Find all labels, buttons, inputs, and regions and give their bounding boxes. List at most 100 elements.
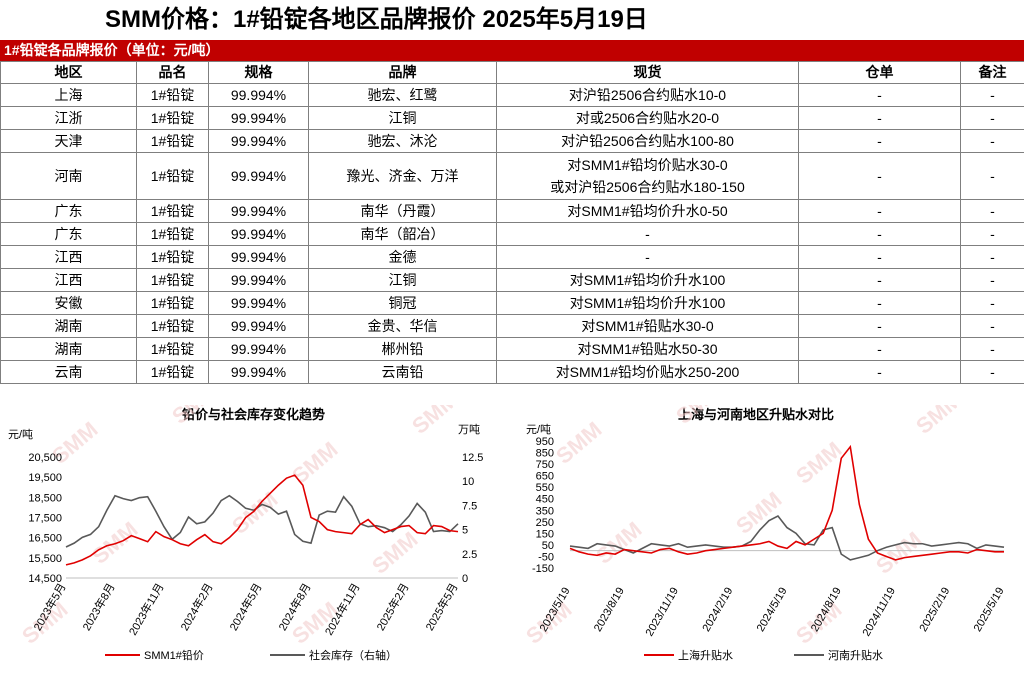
table-cell: - bbox=[960, 337, 1024, 361]
table-row: 湖南 1#铅锭 99.994% 金贵、华信 对SMM1#铅贴水30-0- - bbox=[0, 314, 1024, 338]
y-axis-label: 元/吨 bbox=[526, 423, 551, 436]
table-cell: - bbox=[798, 106, 961, 130]
table-cell: 对SMM1#铅均价升水100 bbox=[496, 291, 799, 315]
column-header: 仓单 bbox=[798, 61, 961, 84]
y-tick-label: 450 bbox=[536, 494, 554, 506]
table-cell: 湖南 bbox=[0, 337, 137, 361]
table-cell: 对SMM1#铅均价贴水250-200 bbox=[496, 360, 799, 384]
table-row: 河南 1#铅锭 99.994% 豫光、济金、万洋 对SMM1#铅均价贴水30-0 或对沪铅… bbox=[0, 152, 1024, 200]
table-cell: - bbox=[798, 222, 961, 246]
x-tick-label: 2023/11/19 bbox=[644, 586, 682, 639]
y-tick-label: 17,500 bbox=[28, 513, 62, 525]
x-tick-label: 2024/5/19 bbox=[755, 586, 790, 634]
section-title: 1#铅锭各品牌报价（单位：元/吨） bbox=[0, 40, 1024, 61]
table-cell: 云南 bbox=[0, 360, 137, 384]
x-tick-label: 2023年11月 bbox=[126, 581, 167, 638]
table-cell: - bbox=[960, 83, 1024, 107]
table-cell: 铜冠 bbox=[308, 291, 497, 315]
table-row: 江西 1#铅锭 99.994% 江铜 对SMM1#铅均价升水100- - bbox=[0, 268, 1024, 292]
x-tick-label: 2025/2/19 bbox=[917, 586, 952, 634]
column-header: 现货 bbox=[496, 61, 799, 84]
table-cell: 郴州铅 bbox=[308, 337, 497, 361]
table-row: 江西 1#铅锭 99.994% 金德 - - - bbox=[0, 245, 1024, 269]
table-cell: 对沪铅2506合约贴水10-0 bbox=[496, 83, 799, 107]
table-row: 上海 1#铅锭 99.994% 驰宏、红鹭 对沪铅2506合约贴水10-0- - bbox=[0, 83, 1024, 107]
table-cell: 江西 bbox=[0, 268, 137, 292]
table-row: 广东 1#铅锭 99.994% 南华（丹霞） 对SMM1#铅均价升水0-50- - bbox=[0, 199, 1024, 223]
y2-tick-label: 7.5 bbox=[462, 500, 477, 512]
chart1-title: 铅价与社会库存变化趋势 bbox=[182, 407, 326, 422]
table-row: 湖南 1#铅锭 99.994% 郴州铅 对SMM1#铅贴水50-30- - bbox=[0, 337, 1024, 361]
table-cell: 99.994% bbox=[208, 106, 309, 130]
y-tick-label: 19,500 bbox=[28, 472, 62, 484]
y-tick-label: -150 bbox=[532, 563, 554, 575]
x-tick-label: 2024年5月 bbox=[226, 581, 264, 634]
table-cell: - bbox=[960, 291, 1024, 315]
x-tick-label: 2023/8/19 bbox=[592, 586, 627, 634]
y-tick-label: 250 bbox=[536, 517, 554, 529]
x-tick-label: 2025年5月 bbox=[422, 581, 460, 634]
table-cell: - bbox=[798, 337, 961, 361]
table-cell: - bbox=[798, 360, 961, 384]
table-cell: 1#铅锭 bbox=[136, 106, 209, 130]
table-cell: - bbox=[798, 83, 961, 107]
table-cell: - bbox=[798, 245, 961, 269]
table-cell: - bbox=[960, 245, 1024, 269]
table-cell: 安徽 bbox=[0, 291, 137, 315]
column-header: 品名 bbox=[136, 61, 209, 84]
y2-tick-label: 12.5 bbox=[462, 452, 483, 464]
watermark-text: SMM bbox=[791, 437, 846, 489]
chart2-svg: SMMSMMSMMSMMSMMSMMSMMSMMSMM元/吨9508507506… bbox=[521, 405, 1006, 662]
y-tick-label: 18,500 bbox=[28, 492, 62, 504]
column-header: 备注 bbox=[960, 61, 1024, 84]
price-table: 地区 品名 规格 品牌 现货 仓单 备注 上海 1#铅锭 99.994% 驰宏、红鹭 对沪铅2506… bbox=[0, 61, 1024, 384]
y-axis-label: 元/吨 bbox=[8, 428, 33, 441]
y-tick-label: 950 bbox=[536, 436, 554, 448]
y2-tick-label: 0 bbox=[462, 573, 468, 585]
y2-axis-label: 万吨 bbox=[458, 423, 480, 436]
table-row: 安徽 1#铅锭 99.994% 铜冠 对SMM1#铅均价升水100- - bbox=[0, 291, 1024, 315]
table-cell: 1#铅锭 bbox=[136, 337, 209, 361]
table-cell: 1#铅锭 bbox=[136, 222, 209, 246]
y-tick-label: 20,500 bbox=[28, 452, 62, 464]
legend-label-inventory: 社会库存（右轴） bbox=[309, 648, 397, 662]
table-cell: 驰宏、红鹭 bbox=[308, 83, 497, 107]
series-line-inventory bbox=[65, 494, 459, 548]
table-cell: 江铜 bbox=[308, 106, 497, 130]
table-cell: 1#铅锭 bbox=[136, 129, 209, 153]
table-cell: - bbox=[960, 129, 1024, 153]
y-tick-label: 850 bbox=[536, 448, 554, 460]
table-cell: - bbox=[960, 106, 1024, 130]
table-cell: 99.994% bbox=[208, 337, 309, 361]
table-cell: 对沪铅2506合约贴水100-80 bbox=[496, 129, 799, 153]
table-cell: 99.994% bbox=[208, 83, 309, 107]
table-cell: - bbox=[798, 291, 961, 315]
table-cell: 对SMM1#铅均价升水0-50 bbox=[496, 199, 799, 223]
table-cell: 江西 bbox=[0, 245, 137, 269]
table-cell: - bbox=[960, 268, 1024, 292]
column-header: 地区 bbox=[0, 61, 137, 84]
table-cell: - bbox=[798, 152, 961, 200]
table-cell: 上海 bbox=[0, 83, 137, 107]
table-cell: 南华（韶冶） bbox=[308, 222, 497, 246]
y2-tick-label: 10 bbox=[462, 476, 474, 488]
table-cell: 广东 bbox=[0, 199, 137, 223]
watermark-text: SMM bbox=[671, 405, 726, 429]
chart1-svg: SMMSMMSMMSMMSMMSMMSMMSMMSMM元/吨万吨20,50019… bbox=[8, 405, 483, 662]
x-tick-label: 2024/11/19 bbox=[861, 586, 899, 639]
table-cell: - bbox=[798, 268, 961, 292]
table-cell: 99.994% bbox=[208, 152, 309, 200]
y-tick-label: -50 bbox=[538, 551, 554, 563]
table-cell: 对SMM1#铅贴水50-30 bbox=[496, 337, 799, 361]
table-cell: - bbox=[960, 222, 1024, 246]
legend-label-shanghai: 上海升贴水 bbox=[678, 648, 733, 662]
table-cell: - bbox=[960, 360, 1024, 384]
table-cell: 99.994% bbox=[208, 199, 309, 223]
table-cell: 金贵、华信 bbox=[308, 314, 497, 338]
x-tick-label: 2024年2月 bbox=[177, 581, 215, 634]
watermark-text: SMM bbox=[591, 517, 646, 569]
y-tick-label: 50 bbox=[542, 540, 554, 552]
watermark-text: SMM bbox=[871, 527, 926, 579]
table-cell: 99.994% bbox=[208, 129, 309, 153]
series-line-henan bbox=[569, 515, 1005, 561]
